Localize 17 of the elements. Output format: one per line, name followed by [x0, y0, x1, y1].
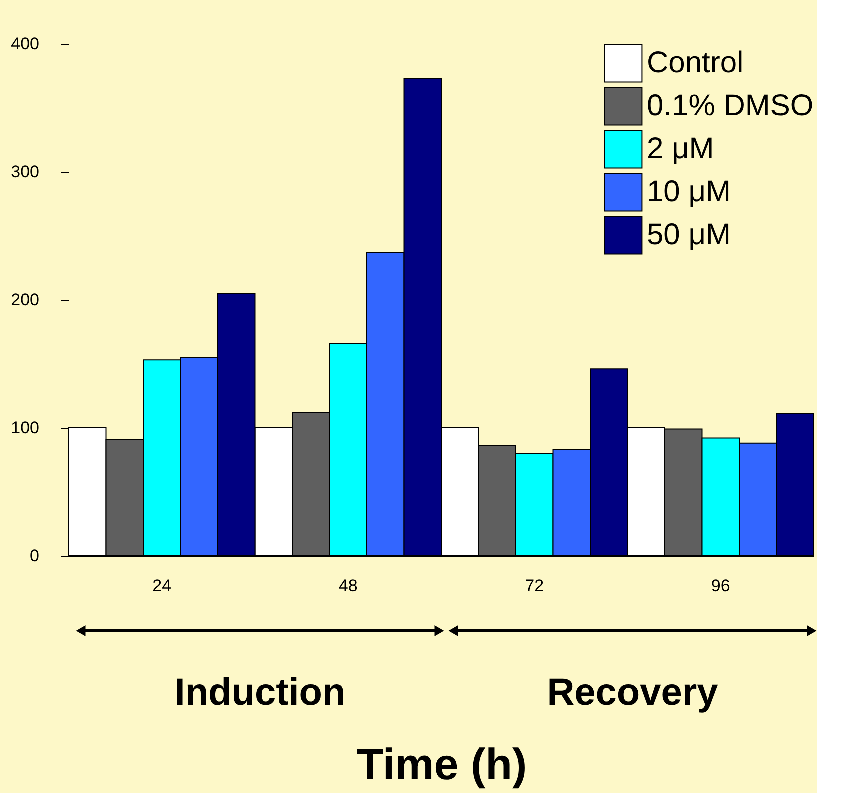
legend-label: 10 μM: [647, 176, 731, 208]
x-tick-label: 72: [525, 576, 544, 596]
legend-label: 50 μM: [647, 218, 731, 252]
legend-label: Control: [647, 46, 744, 80]
x-axis-title: Time (h): [356, 740, 528, 790]
y-tick-label: 300: [11, 162, 40, 182]
y-tick-label: 100: [11, 418, 40, 438]
y-tick-label: 400: [11, 34, 40, 54]
x-tick-label: 24: [152, 576, 172, 596]
x-tick-label: 96: [711, 576, 730, 596]
legend-label: 0.1% DMSO: [647, 90, 814, 122]
y-tick-label: 200: [11, 290, 40, 310]
text: Recovery: [547, 672, 718, 714]
y-tick-label: 0: [30, 546, 40, 566]
text: Induction: [174, 672, 346, 714]
legend-label: 2 μM: [647, 132, 714, 166]
x-tick-label: 48: [338, 576, 358, 596]
